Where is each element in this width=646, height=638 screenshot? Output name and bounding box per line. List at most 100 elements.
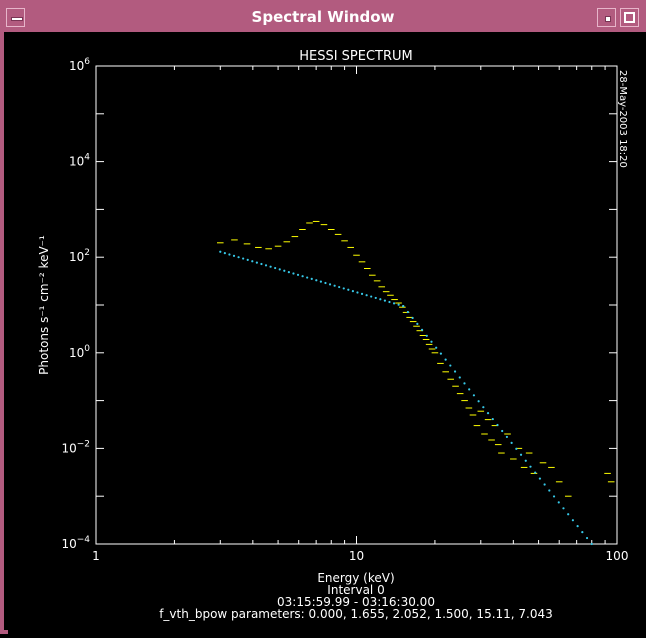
model-point [477, 400, 480, 403]
model-point [328, 283, 332, 286]
x-tick-label: 100 [606, 549, 629, 563]
model-point [360, 292, 364, 295]
model-point [524, 459, 527, 462]
model-point [342, 287, 345, 290]
model-point [552, 495, 556, 498]
plot-area: HESSI SPECTRUM 28-May-2003 18:20 Photons… [8, 32, 646, 634]
model-point [351, 290, 354, 293]
model-point [411, 316, 414, 320]
y-axis-label: Photons s⁻¹ cm⁻² keV⁻¹ [37, 235, 51, 375]
model-point [548, 489, 551, 492]
minimize-button[interactable] [597, 8, 616, 27]
model-point [319, 280, 322, 283]
model-point [402, 304, 405, 308]
y-tick-label: 106 [69, 57, 90, 73]
model-point [347, 288, 350, 291]
model-point [416, 322, 419, 326]
model-point [458, 376, 461, 379]
model-point [571, 519, 574, 522]
model-point [430, 340, 433, 343]
model-point [397, 303, 400, 306]
title-bar[interactable]: Spectral Window [4, 4, 642, 32]
model-point [463, 382, 466, 385]
model-point [496, 423, 499, 427]
model-point [374, 296, 377, 300]
model-point [338, 285, 341, 289]
model-point [567, 513, 570, 516]
model-point [543, 483, 546, 486]
model-point [529, 465, 532, 468]
model-point [264, 264, 268, 267]
window-title: Spectral Window [251, 8, 395, 26]
model-point [310, 277, 313, 281]
model-point [534, 471, 537, 474]
interval-label: Interval 0 [327, 583, 384, 597]
model-point [392, 302, 396, 305]
model-point [435, 346, 438, 349]
maximize-button[interactable] [620, 8, 639, 27]
model-point [519, 453, 523, 456]
plot-frame [95, 65, 618, 545]
model-point [388, 300, 391, 304]
model-point [296, 273, 300, 276]
x-axis-label: Energy (keV) [317, 571, 394, 585]
model-point [505, 435, 509, 439]
model-point [468, 388, 471, 391]
model-point [287, 271, 290, 274]
axis-ticks: 1 10 100 10−4 10−2 100 102 104 106 [61, 57, 628, 563]
model-point [491, 417, 494, 421]
model-point [219, 250, 222, 253]
maximize-icon [624, 12, 635, 23]
y-tick-label: 10−4 [61, 535, 90, 551]
x-tick-label: 1 [92, 549, 100, 563]
model-point [228, 253, 231, 256]
model-point [301, 275, 304, 278]
model-point [232, 254, 236, 257]
model-point [515, 447, 518, 450]
model-point [406, 310, 410, 314]
model-point [510, 441, 513, 444]
menu-bar-icon [11, 17, 23, 21]
model-point [223, 252, 226, 255]
data-marks [216, 220, 615, 546]
model-point [269, 265, 272, 268]
model-point [370, 295, 373, 298]
model-point [472, 394, 476, 397]
y-tick-label: 100 [69, 344, 90, 360]
model-point [581, 531, 584, 534]
model-point [365, 294, 368, 297]
model-point [420, 328, 424, 331]
model-point [356, 291, 359, 294]
model-point [333, 284, 336, 287]
model-point [274, 266, 277, 270]
model-point [590, 542, 593, 546]
model-point [251, 260, 254, 263]
model-point [576, 525, 579, 528]
model-point [482, 406, 485, 409]
model-point [439, 352, 443, 355]
model-point [538, 477, 542, 480]
model-point [486, 412, 490, 415]
y-tick-label: 10−2 [61, 439, 90, 455]
time-range-label: 03:15:59.99 - 03:16:30.00 [277, 595, 435, 609]
window-menu-button[interactable] [6, 8, 25, 27]
x-tick-label: 10 [349, 549, 364, 563]
model-point [585, 536, 589, 540]
model-point [324, 281, 327, 285]
model-point [283, 269, 286, 272]
model-point [444, 358, 447, 361]
model-point [237, 256, 240, 259]
model-point [306, 276, 309, 279]
model-point [425, 334, 428, 337]
model-point [260, 262, 263, 266]
model-point [255, 261, 258, 264]
model-point [562, 507, 565, 510]
model-point [292, 272, 295, 275]
model-point [315, 279, 318, 282]
model-point [278, 268, 281, 271]
model-point [383, 299, 387, 302]
minimize-icon [605, 16, 611, 22]
model-point [449, 364, 452, 367]
model-point [379, 298, 382, 301]
